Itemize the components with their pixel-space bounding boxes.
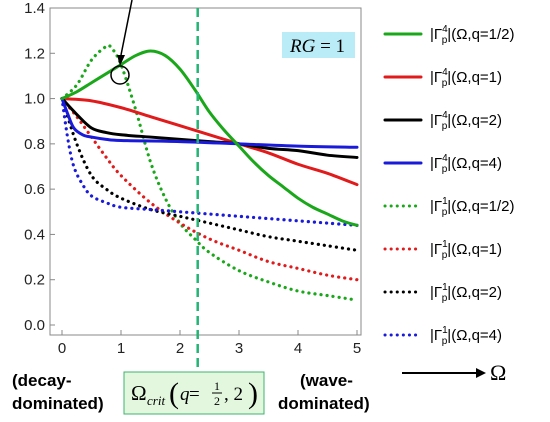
rg-badge [282,32,355,58]
y-tick-label: 0.0 [24,317,45,334]
omega-axis-arrowhead [476,368,486,378]
y-tick-label: 0.2 [24,272,45,289]
legend-label-3: |Γ4 p|(Ω,q=2) [430,110,502,132]
x-tick-label: 2 [176,340,184,357]
series-line-8 [60,96,359,227]
y-tick-label: 0.8 [24,136,45,153]
series-line-5 [60,43,359,302]
legend-label-2: |Γ4 p|(Ω,q=1) [430,67,502,89]
series-layer [60,43,359,302]
omega-crit-symbol: Ω [131,381,147,405]
omega-crit-box [123,371,265,415]
decay-label-line2: dominated) [12,394,104,413]
axis-ticks: 0 1 2 3 4 5 0.0 0.2 0.4 0.6 0.8 1.0 1.2 1.4 [24,0,361,357]
x-tick-label: 1 [117,340,125,357]
omega-crit-label: Ω crit ( q = 1 2 , 2 ) [131,377,258,410]
series-line-3 [60,97,359,159]
omega-crit-rparen: ) [248,377,258,410]
decay-label-line1: (decay- [12,371,72,390]
rg-main: RG [289,36,316,57]
series-line-2 [60,97,359,187]
omega-crit-eq: = [189,384,200,405]
omega-crit-q: q [180,384,190,405]
legend-label-1: |Γ4 p|(Ω,q=1/2) [430,24,515,46]
omega-crit-lparen: ( [169,377,179,410]
peak-marker-arrowhead [117,55,125,66]
x-tick-label: 3 [235,340,243,357]
x-tick-label: 4 [294,340,302,357]
y-tick-label: 0.4 [24,226,45,243]
peak-marker-arrow [120,0,133,56]
omega-axis-label: Ω [490,360,506,385]
legend: |Γ4 p|(Ω,q=1/2) |Γ4 p|(Ω,q=1) |Γ4 p|(Ω,q=2) |Γ… [383,24,515,347]
omega-crit-sub: crit [147,393,165,408]
y-tick-label: 1.4 [24,0,45,17]
plot-frame [49,7,362,336]
legend-label-5: |Γ1 p|(Ω,q=1/2) [430,196,515,218]
x-tick-label: 0 [58,340,66,357]
y-tick-label: 0.6 [24,181,45,198]
legend-label-4: |Γ4 p|(Ω,q=4) [430,153,502,175]
omega-crit-den: 2 [214,394,220,408]
y-tick-label: 1.2 [24,45,45,62]
series-line-1 [60,49,359,227]
series-line-4 [60,97,359,149]
legend-label-6: |Γ1 p|(Ω,q=1) [430,239,502,261]
legend-label-8: |Γ1 p|(Ω,q=4) [430,325,502,347]
peak-marker-circle [110,65,130,85]
rg-eq: = 1 [315,36,345,57]
omega-crit-tail: , 2 [224,384,243,405]
series-line-7 [60,96,359,252]
wave-label-line1: (wave- [300,371,353,390]
rg-label: RG = 1 [289,36,345,57]
legend-label-7: |Γ1 p|(Ω,q=2) [430,282,502,304]
x-tick-label: 5 [353,340,361,357]
wave-label-line2: dominated) [278,394,370,413]
omega-crit-num: 1 [214,379,220,393]
y-tick-label: 1.0 [24,91,45,108]
